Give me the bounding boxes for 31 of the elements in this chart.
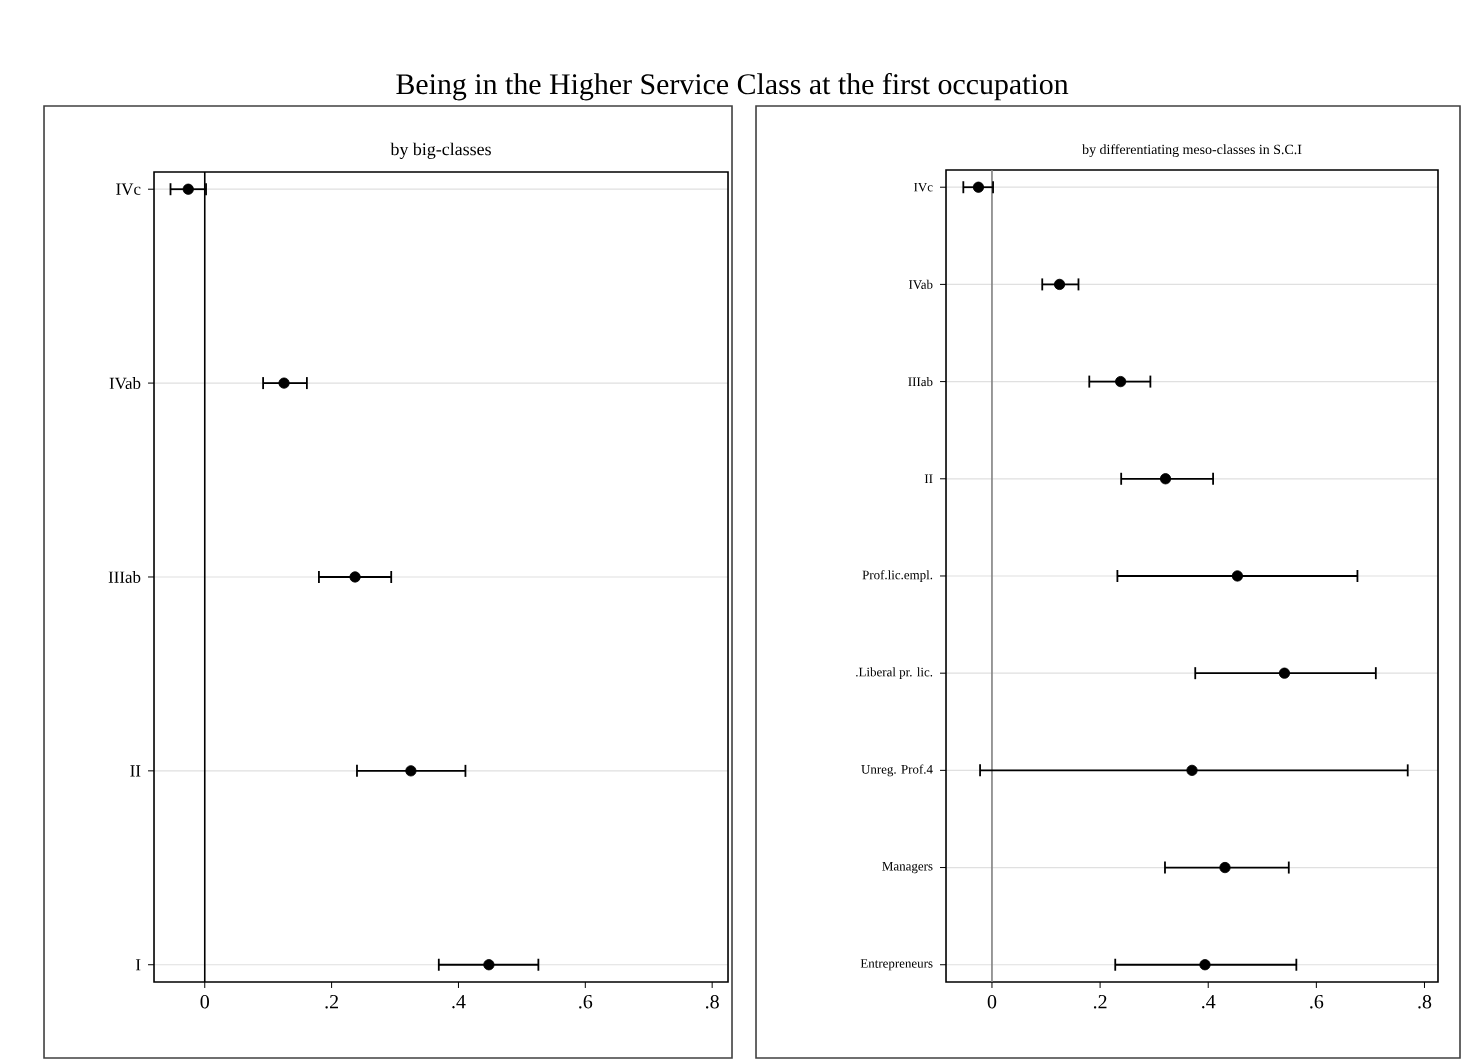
point xyxy=(483,959,495,971)
y-tick-label: IVc xyxy=(116,183,141,195)
chart-title: Being in the Higher Service Class at the first occupation xyxy=(396,72,1069,101)
x-tick-label: .4 xyxy=(1202,995,1216,1009)
x-tick-label: .8 xyxy=(706,995,719,1009)
point xyxy=(1159,473,1172,485)
x-tick-label: .6 xyxy=(579,995,593,1009)
point xyxy=(1219,861,1231,874)
y-tick-label: IIIab xyxy=(108,571,141,583)
point xyxy=(1231,570,1244,582)
chart-subtitle: by big-classes xyxy=(390,142,491,159)
point xyxy=(349,571,361,583)
point xyxy=(405,765,417,777)
point xyxy=(1115,375,1127,388)
y-tick-label: II xyxy=(130,765,141,777)
x-tick-label: .2 xyxy=(1093,995,1107,1009)
y-tick-label: IVab xyxy=(109,377,141,390)
x-tick-label: .2 xyxy=(325,995,338,1009)
point xyxy=(972,181,985,193)
x-tick-label: .4 xyxy=(452,995,466,1009)
point xyxy=(1199,959,1211,971)
x-tick-label: .8 xyxy=(1418,995,1432,1009)
x-tick-label: 0 xyxy=(200,995,209,1009)
point xyxy=(1186,764,1198,776)
x-tick-label: .6 xyxy=(1310,995,1324,1009)
point xyxy=(1053,278,1066,291)
y-tick-label: I xyxy=(135,959,141,971)
point xyxy=(182,183,194,195)
point xyxy=(278,377,290,389)
x-tick-label: 0 xyxy=(987,995,997,1009)
point xyxy=(1278,667,1291,679)
